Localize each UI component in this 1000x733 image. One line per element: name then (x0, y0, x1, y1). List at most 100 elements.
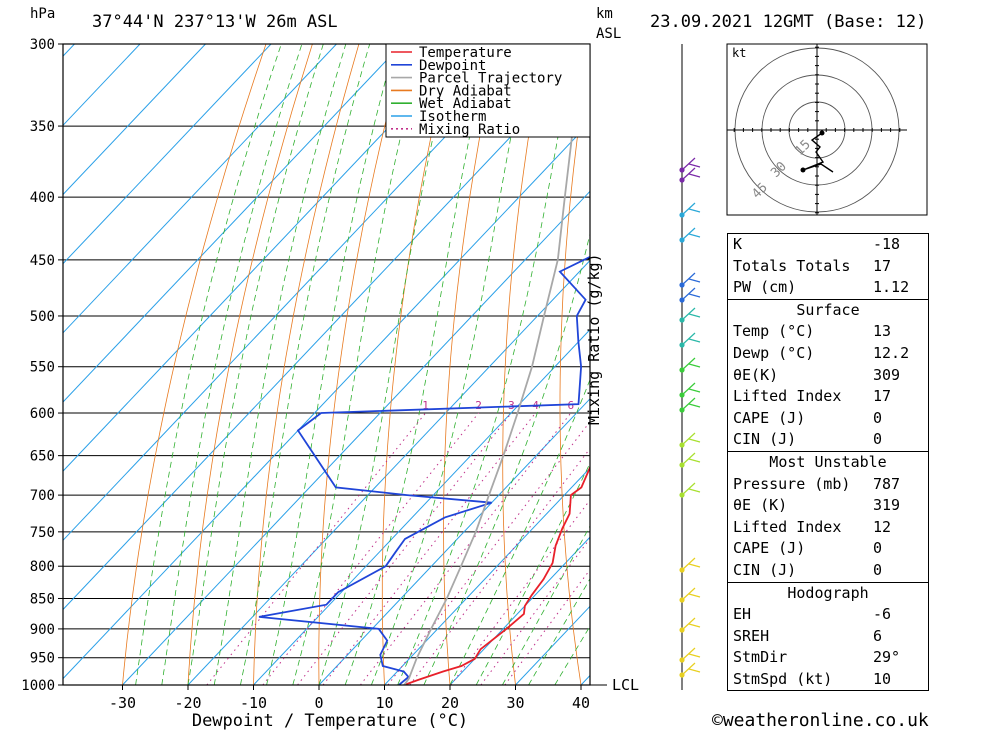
mixing-ratio-line (504, 568, 590, 685)
datetime-label: 23.09.2021 12GMT (Base: 12) (650, 12, 927, 32)
location-title: 37°44'N 237°13'W 26m ASL (92, 12, 338, 32)
index-row: Totals Totals 17 (728, 256, 928, 278)
index-row: K -18 (728, 234, 928, 256)
isotherm-line (63, 44, 141, 127)
wind-barb-flag (688, 338, 701, 343)
wind-barb (681, 357, 696, 371)
most-unstable-value: 787 (873, 474, 901, 493)
wind-barb (681, 647, 696, 661)
pressure-tick-label: 900 (30, 622, 55, 638)
series-dewpoint (258, 255, 590, 685)
hodograph-row: EH -6 (728, 604, 928, 626)
temperature-tick-label: -20 (174, 694, 201, 712)
legend-label: Dewpoint (419, 58, 486, 74)
pressure-tick-label: 850 (30, 592, 55, 608)
wind-barb (681, 452, 696, 466)
hodograph-value: -6 (873, 605, 892, 624)
dry-adiabat-line (963, 44, 1000, 685)
surface-label: Dewp (°C) (733, 343, 815, 362)
pressure-tick-label: 450 (30, 253, 55, 269)
pressure-tick-label: 750 (30, 525, 55, 541)
pressure-unit-label: hPa (30, 6, 56, 22)
wind-barb-flag (688, 363, 701, 368)
temperature-tick-label: 10 (375, 694, 393, 712)
surface-label: Temp (°C) (733, 322, 815, 341)
isotherm-line (187, 259, 590, 685)
wind-barb-flag (688, 438, 701, 443)
wet-adiabat-line (423, 232, 590, 685)
legend-box (385, 43, 591, 138)
mixing-ratio-label: 10 (611, 399, 624, 412)
dry-adiabat-line (253, 44, 360, 685)
wind-barb-flag (688, 593, 701, 598)
temperature-tick-label: -10 (240, 694, 267, 712)
index-row: PW (cm) 1.12 (728, 277, 928, 299)
wind-barb-flag (688, 233, 701, 238)
credit-label: ©weatheronline.co.uk (712, 710, 929, 731)
wet-adiabat-line (240, 44, 371, 685)
wind-barb (681, 157, 696, 171)
mixing-ratio-label: 25 (700, 399, 713, 412)
wet-adiabat-line (213, 44, 347, 685)
wet-adiabat-line (135, 44, 282, 685)
surface-label: Lifted Index (733, 387, 842, 406)
wet-adiabat-line (187, 44, 324, 685)
surface-value: 309 (873, 365, 901, 384)
hodograph-value: 29° (873, 648, 901, 667)
surface-value: 0 (873, 408, 883, 427)
wind-barb-flag (688, 173, 701, 178)
surface-row: Dewp (°C) 12.2 (728, 343, 928, 365)
wind-barb (681, 227, 696, 241)
mixing-ratio-line (360, 412, 572, 685)
pressure-tick-label: 300 (30, 37, 55, 53)
mixing-ratio-line (387, 420, 590, 685)
dry-adiabat-line (502, 44, 545, 685)
surface-title: Surface (796, 300, 860, 319)
asl-unit-label: ASL (596, 26, 622, 42)
most-unstable-row: CIN (J) 0 (728, 560, 928, 582)
wind-barb (681, 557, 696, 571)
most-unstable-value: 319 (873, 496, 901, 515)
most-unstable-label: CIN (J) (733, 560, 797, 579)
hodograph-label: StmDir (733, 648, 788, 667)
hodograph-label: SREH (733, 626, 770, 645)
index-value: 17 (873, 256, 892, 275)
isotherm-line (122, 190, 590, 685)
surface-row: Lifted Index 17 (728, 386, 928, 408)
isotherm-line (63, 44, 206, 196)
surface-label: CIN (J) (733, 430, 797, 449)
hodograph-point (819, 130, 825, 136)
wind-barb (681, 432, 696, 446)
most-unstable-row: CAPE (J) 0 (728, 538, 928, 560)
isotherm-line (384, 467, 590, 685)
isotherm-line (63, 121, 590, 680)
wind-barb-flag (688, 623, 701, 628)
dry-adiabat-line (559, 47, 590, 685)
wind-barb-flag (688, 458, 701, 463)
wind-barb-flag (688, 278, 701, 283)
mixing-ratio-label: 1 (422, 399, 429, 412)
wind-barb-flag (688, 208, 701, 213)
legend-label: Wet Adiabat (419, 96, 512, 112)
wind-barb-flag (688, 163, 701, 168)
most-unstable-value: 0 (873, 539, 883, 558)
hodograph-label: StmSpd (kt) (733, 669, 833, 688)
pressure-tick-label: 650 (30, 449, 55, 465)
isotherm-line (63, 44, 403, 403)
surface-value: 17 (873, 387, 892, 406)
wind-barb-flag (688, 388, 701, 393)
most-unstable-row: Lifted Index 12 (728, 517, 928, 539)
wind-barb-flag (688, 488, 701, 493)
wind-barb-flag (688, 668, 701, 673)
indices-panel: K -18 Totals Totals 17 PW (cm) 1.12 Surface T… (727, 233, 929, 692)
temperature-tick-label: 20 (441, 694, 459, 712)
hodograph-trace (802, 132, 834, 173)
wind-barb (681, 167, 696, 181)
isotherm-line (449, 536, 590, 685)
wet-adiabat-line (502, 525, 590, 685)
wind-barb (681, 202, 696, 216)
surface-row: CIN (J) 0 (728, 429, 928, 451)
pressure-tick-label: 950 (30, 651, 55, 667)
legend-label: Dry Adiabat (419, 83, 512, 99)
legend-label: Temperature (419, 45, 512, 61)
